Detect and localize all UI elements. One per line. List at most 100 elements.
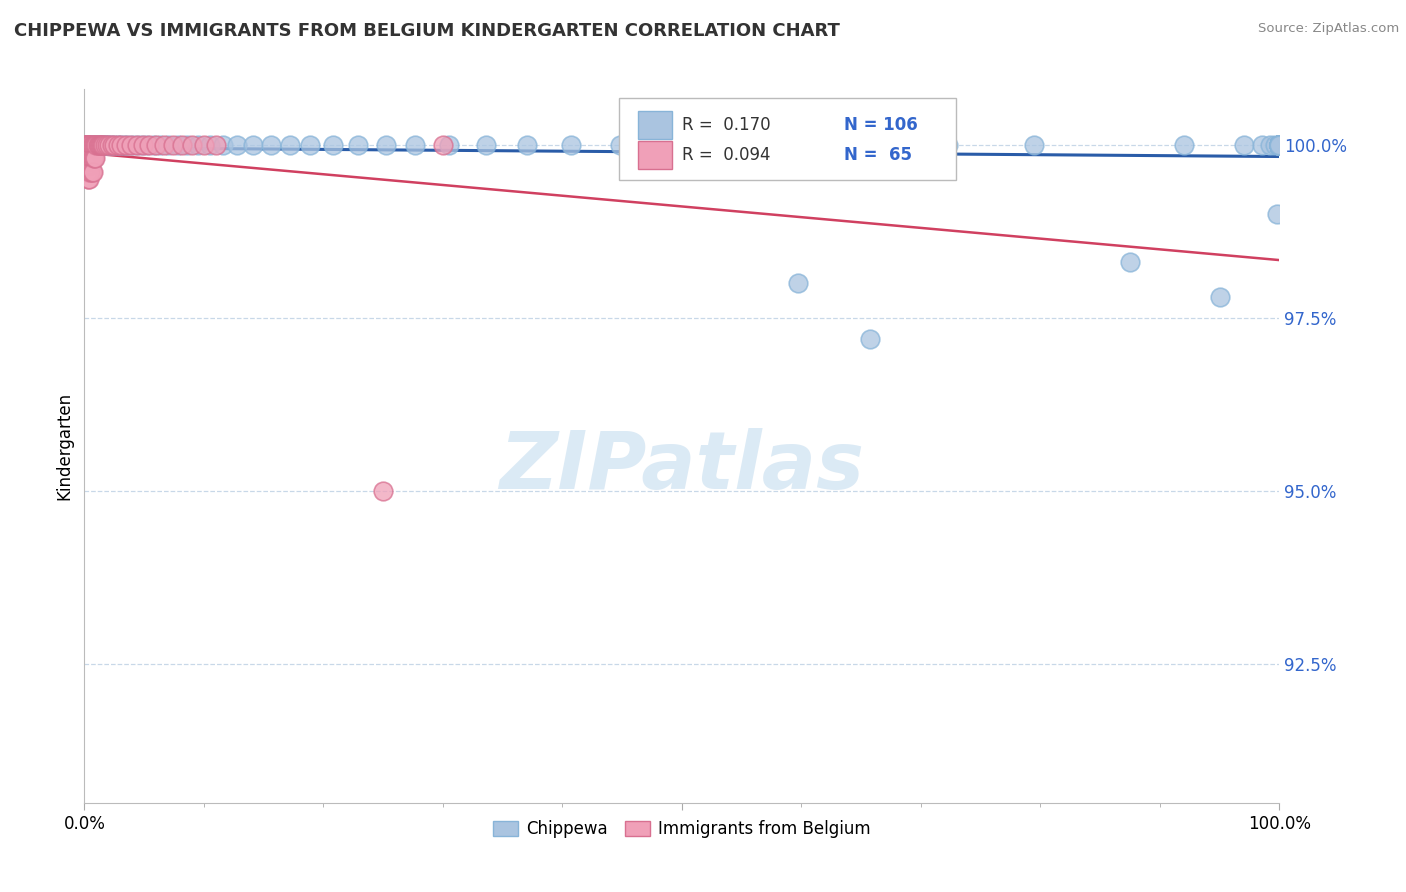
Point xyxy=(75,137,97,152)
Point xyxy=(76,137,98,152)
Point xyxy=(76,152,98,166)
Point xyxy=(187,137,209,152)
Point xyxy=(1233,137,1256,152)
Point xyxy=(77,137,100,152)
Point xyxy=(1268,137,1291,152)
Point xyxy=(75,137,97,152)
Point xyxy=(1209,290,1232,304)
Point xyxy=(96,137,118,152)
Point xyxy=(1268,137,1291,152)
Point xyxy=(786,276,808,290)
Text: R =  0.170: R = 0.170 xyxy=(682,116,770,134)
Point xyxy=(110,137,132,152)
Point xyxy=(75,137,97,152)
Point xyxy=(82,152,104,166)
Point xyxy=(1268,137,1291,152)
Point xyxy=(93,137,115,152)
Point xyxy=(121,137,143,152)
Point xyxy=(79,158,101,172)
Point xyxy=(1268,137,1291,152)
Point xyxy=(347,137,370,152)
Point xyxy=(83,137,105,152)
Point xyxy=(299,137,322,152)
Point xyxy=(1268,137,1291,152)
Point xyxy=(76,158,98,172)
Point xyxy=(91,137,114,152)
Point xyxy=(79,152,101,166)
Point xyxy=(162,137,184,152)
Point xyxy=(97,137,120,152)
Point xyxy=(172,137,194,152)
Point xyxy=(1268,137,1291,152)
Point xyxy=(1268,137,1291,152)
Point xyxy=(84,137,107,152)
Point xyxy=(77,137,100,152)
Point xyxy=(142,137,165,152)
Point xyxy=(76,165,98,179)
Point xyxy=(93,137,115,152)
Point xyxy=(242,137,264,152)
Point xyxy=(77,137,100,152)
Point xyxy=(1268,137,1291,152)
Point xyxy=(1268,137,1291,152)
Point xyxy=(1268,137,1291,152)
Point xyxy=(1265,207,1288,221)
Point xyxy=(93,137,115,152)
Point xyxy=(1268,137,1291,152)
Point xyxy=(77,172,100,186)
Point xyxy=(662,137,685,152)
Point xyxy=(560,137,582,152)
Point xyxy=(322,137,344,152)
Point xyxy=(77,165,100,179)
Point xyxy=(176,137,198,152)
Point xyxy=(107,137,129,152)
Point xyxy=(89,137,111,152)
Point xyxy=(157,137,180,152)
Point xyxy=(260,137,283,152)
Point xyxy=(516,137,538,152)
Point xyxy=(75,137,97,152)
Point xyxy=(76,152,98,166)
Point xyxy=(373,483,395,498)
Point xyxy=(1268,137,1291,152)
Point xyxy=(205,137,228,152)
Point xyxy=(1268,137,1291,152)
Point xyxy=(110,137,132,152)
Point xyxy=(89,137,111,152)
Point xyxy=(77,158,100,172)
Text: R =  0.094: R = 0.094 xyxy=(682,146,770,164)
Point xyxy=(1268,137,1291,152)
Point xyxy=(101,137,124,152)
Point xyxy=(1258,137,1281,152)
Point xyxy=(1173,137,1195,152)
Point xyxy=(153,137,176,152)
Point xyxy=(1268,137,1291,152)
Point xyxy=(79,137,101,152)
Point xyxy=(115,137,138,152)
Point xyxy=(91,137,114,152)
Point xyxy=(77,152,100,166)
Point xyxy=(87,137,110,152)
Point xyxy=(1268,137,1291,152)
Point xyxy=(1268,137,1291,152)
Point xyxy=(86,137,108,152)
Point xyxy=(278,137,301,152)
Point xyxy=(96,137,118,152)
Point xyxy=(80,152,103,166)
Point xyxy=(90,137,112,152)
Point xyxy=(851,137,873,152)
Point xyxy=(1268,137,1291,152)
Point xyxy=(198,137,221,152)
Point xyxy=(80,165,103,179)
Text: ZIPatlas: ZIPatlas xyxy=(499,428,865,507)
Point xyxy=(125,137,148,152)
Point xyxy=(80,137,103,152)
Point xyxy=(1268,137,1291,152)
Point xyxy=(120,137,142,152)
Point xyxy=(84,137,107,152)
Point xyxy=(475,137,498,152)
Point xyxy=(138,137,160,152)
Point xyxy=(145,137,167,152)
Point xyxy=(100,137,122,152)
Point xyxy=(1268,137,1291,152)
